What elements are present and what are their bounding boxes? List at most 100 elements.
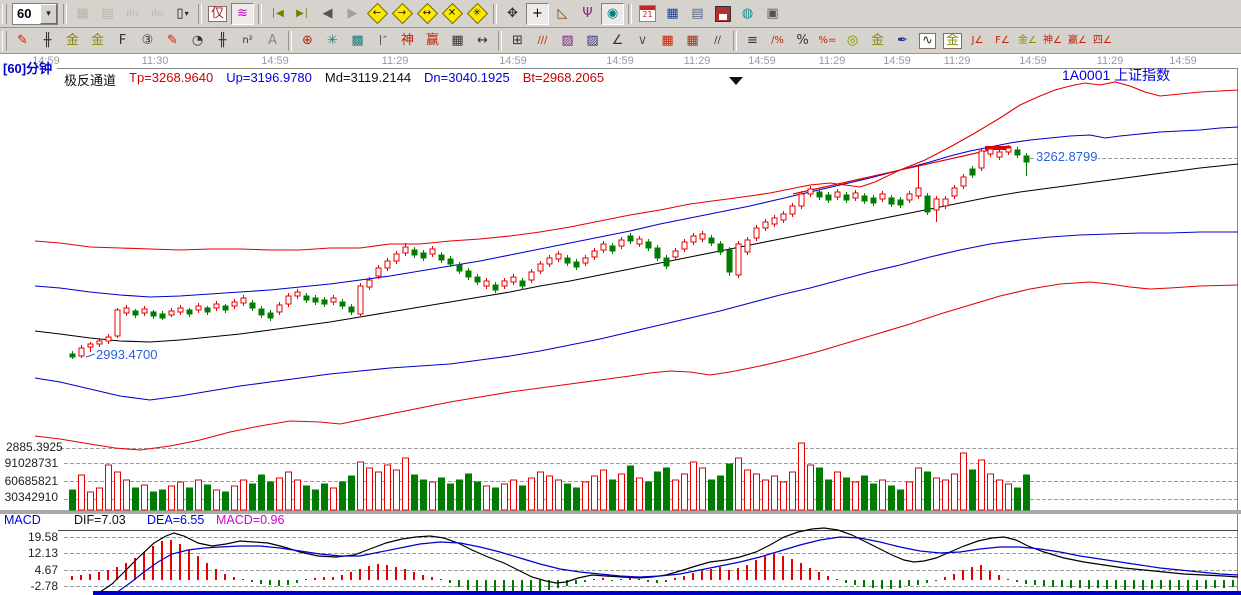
ruler-lines-button[interactable]: ╫ xyxy=(211,30,234,52)
parallel-lines-button[interactable]: ∕∕ xyxy=(706,30,729,52)
print-button[interactable]: ▣ xyxy=(761,3,784,25)
period-lines-button[interactable]: ╫ xyxy=(36,30,59,52)
save-button[interactable] xyxy=(711,3,734,25)
calendar-button[interactable]: 21 xyxy=(636,3,659,25)
spider-web-button[interactable]: ✳ xyxy=(321,30,344,52)
pattern-view-icon: ▦ xyxy=(76,6,89,21)
first-price-label: 2993.4700 xyxy=(96,347,158,362)
j-angle-button[interactable]: J∠ xyxy=(966,30,989,52)
gann-tool-button[interactable]: Ψ xyxy=(576,3,599,25)
macd-dif-value: DIF=7.03 xyxy=(74,513,126,527)
wave-mark-button[interactable]: ∣″ xyxy=(371,30,394,52)
target-circle-button[interactable]: ⊕ xyxy=(296,30,319,52)
measure-tool-button[interactable]: ◺ xyxy=(551,3,574,25)
minichart-9-button[interactable]: ılı₉ xyxy=(146,3,169,25)
zigzag-button[interactable]: ∨ xyxy=(631,30,654,52)
fan-box-2-button[interactable]: ▨ xyxy=(581,30,604,52)
time-axis-label: 14:59 xyxy=(261,55,289,67)
first-page-icon: ∣◀ xyxy=(271,7,284,19)
toolbar-separator xyxy=(258,3,262,24)
volume-axis-label: 60685821 xyxy=(4,474,58,488)
prev-page-button[interactable]: ◀ xyxy=(316,3,339,25)
gold-section-icon: 金 xyxy=(65,33,79,48)
minichart-3-button[interactable]: ılı₃ xyxy=(121,3,144,25)
web-data-button[interactable]: ◍ xyxy=(736,3,759,25)
fan-box-button[interactable]: ▨ xyxy=(556,30,579,52)
volume-profile-button[interactable]: ≋ xyxy=(231,2,254,25)
gold-section-button[interactable]: 金 xyxy=(61,30,84,52)
calculator-button[interactable]: ▦ xyxy=(661,3,684,25)
smart-map-button[interactable]: ◉ xyxy=(601,2,624,25)
next-page-button[interactable]: ▶ xyxy=(341,3,364,25)
angle-guide-icon: A xyxy=(268,33,277,48)
gann-box-button[interactable]: ▩ xyxy=(346,30,369,52)
gold-section-2-button[interactable]: 金 xyxy=(86,30,109,52)
fibo-lines-button[interactable]: F xyxy=(111,30,134,52)
si-angle-button[interactable]: 四∠ xyxy=(1091,30,1114,52)
toolbar-drawing: ✎ ╫ 金金 F ③ ✎ ◔ ╫ n² A ⊕ ✳ ▩ ∣″ 神赢 ▦ ↔ ⊞ ∕∕∕ ▨ ▨ ∠ ∨ ▦ ▦ ∕∕ ≡ ∕%% %= ◎… xyxy=(0,28,1241,54)
candle-style-icon: ▯ xyxy=(176,6,184,21)
macd-axis-label: 12.13 xyxy=(27,546,58,560)
time-axis-label: 14:59 xyxy=(748,55,776,67)
n-square-button[interactable]: n² xyxy=(236,30,259,52)
candle-style-button[interactable]: ▯ ▾ xyxy=(171,3,194,25)
calendar-icon: 21 xyxy=(639,5,656,22)
f-angle-button[interactable]: F∠ xyxy=(991,30,1014,52)
info-view-button[interactable]: ▤ xyxy=(96,3,119,25)
first-page-button[interactable]: ∣◀ xyxy=(266,3,289,25)
number-grid-button[interactable]: ▦ xyxy=(446,30,469,52)
percent-button[interactable]: % xyxy=(791,30,814,52)
crosshair-tool-button[interactable]: + xyxy=(526,2,549,25)
period-selector[interactable]: 60 ▾ xyxy=(12,2,58,25)
pan-tool-button[interactable]: ✥ xyxy=(501,3,524,25)
pan-tool-icon: ✥ xyxy=(507,6,518,21)
pattern-view-button[interactable]: ▦ xyxy=(71,3,94,25)
angle-guide-button[interactable]: A xyxy=(261,30,284,52)
percent-line-button[interactable]: ∕% xyxy=(766,30,789,52)
crosshair-tool-icon: + xyxy=(532,6,543,21)
shen-angle-button[interactable]: 神∠ xyxy=(1041,30,1064,52)
expand-all-button[interactable]: ✳ xyxy=(466,2,489,25)
gold-angle-button[interactable]: 金∠ xyxy=(1016,30,1039,52)
span-ruler-button[interactable]: ↔ xyxy=(471,30,494,52)
cycle-lines-button[interactable]: ③ xyxy=(136,30,159,52)
gold-box-button[interactable]: 金 xyxy=(941,30,964,52)
macd-macd-value: MACD=0.96 xyxy=(216,513,285,527)
last-page-button[interactable]: ▶∣ xyxy=(291,3,314,25)
frame-tool-button[interactable]: ⊞ xyxy=(506,30,529,52)
fan-box-2-icon: ▨ xyxy=(586,33,599,48)
widen-bars-button[interactable]: → xyxy=(391,2,414,25)
gold-underline-button[interactable]: 金 xyxy=(866,30,889,52)
trend-lines-button[interactable]: ∠ xyxy=(606,30,629,52)
gold-circle-button[interactable]: ◎ xyxy=(841,30,864,52)
fan-lines-button[interactable]: ∕∕∕ xyxy=(531,30,554,52)
price-grid-button[interactable]: ▦ xyxy=(656,30,679,52)
macd-axis-label: -2.78 xyxy=(30,579,58,593)
time-axis-label: 11:29 xyxy=(818,55,846,67)
reset-zoom-button[interactable]: ✕ xyxy=(441,2,464,25)
fit-width-button[interactable]: ↔ xyxy=(416,2,439,25)
time-axis-label: 14:59 xyxy=(1169,55,1197,67)
brush-tool-button[interactable]: ✎ xyxy=(11,30,34,52)
notes-button[interactable]: ▤ xyxy=(686,3,709,25)
channel-tp-value: Tp=3268.9640 xyxy=(129,70,214,85)
shrink-bars-button[interactable]: ← xyxy=(366,2,389,25)
ying-lines-button[interactable]: 赢 xyxy=(421,30,444,52)
chevron-down-icon[interactable]: ▾ xyxy=(40,3,57,24)
circle-cycle-button[interactable]: ◔ xyxy=(186,30,209,52)
ink-tool-button[interactable]: ✒ xyxy=(891,30,914,52)
percent-line-icon: ∕% xyxy=(771,34,784,46)
wave-a-button[interactable]: ∿ xyxy=(916,30,939,52)
smart-map-icon: ◉ xyxy=(606,6,619,21)
ying-angle-button[interactable]: 赢∠ xyxy=(1066,30,1089,52)
fan-lines-icon: ∕∕∕ xyxy=(537,34,548,46)
percent-gold-button[interactable]: %= xyxy=(816,30,839,52)
stats-list-button[interactable]: ≡ xyxy=(741,30,764,52)
channel-indicator-button[interactable]: 仅 xyxy=(206,3,229,25)
time-axis-label: 14:59 xyxy=(606,55,634,67)
shen-lines-button[interactable]: 神 xyxy=(396,30,419,52)
brush-2-button[interactable]: ✎ xyxy=(161,30,184,52)
price-grid-2-button[interactable]: ▦ xyxy=(681,30,704,52)
